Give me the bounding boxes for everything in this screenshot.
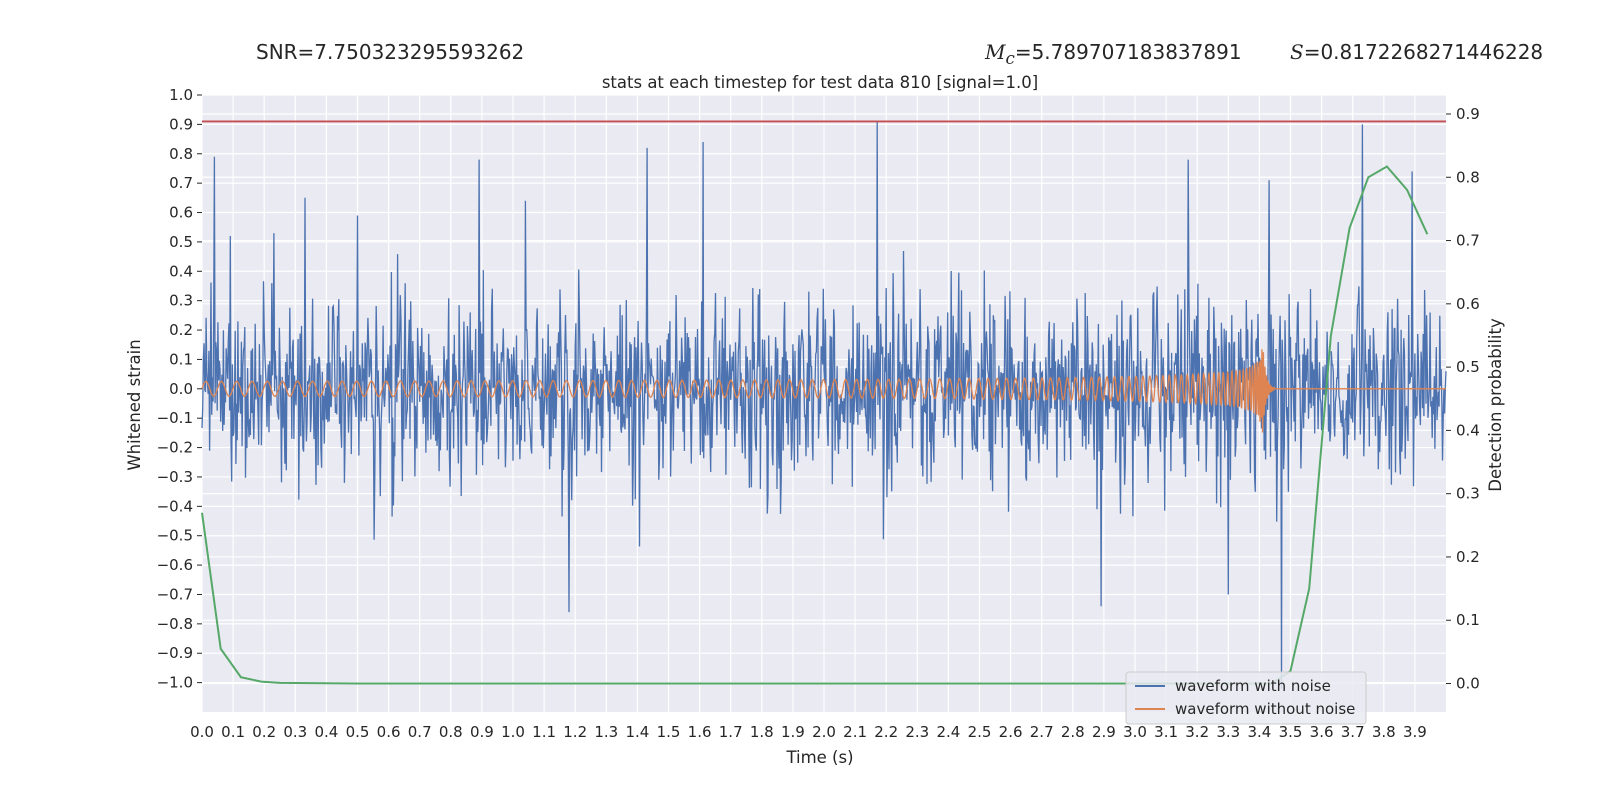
legend-box (1125, 671, 1367, 725)
legend-label-clean: waveform without noise (1175, 700, 1355, 718)
mc-value: =5.789707183837891 (1014, 40, 1242, 64)
x-tick-label: 3.2 (1185, 723, 1209, 741)
x-tick-label: 2.0 (812, 723, 836, 741)
y-axis-label: Whitened strain (125, 339, 144, 470)
y-tick-label: 0.3 (169, 292, 193, 310)
x-tick-label: 3.1 (1154, 723, 1178, 741)
legend: waveform with noise waveform without noi… (1125, 671, 1367, 725)
y-right-tick-label: 0.1 (1456, 611, 1480, 629)
mc-subscript: c (1005, 49, 1015, 68)
snr-readout: SNR=7.750323295593262 (256, 40, 524, 64)
x-tick-label: 1.4 (625, 723, 649, 741)
s-value: =0.8172268271446228 (1303, 40, 1544, 64)
y-tick-label: −0.5 (157, 527, 193, 545)
y-right-tick-labels: 0.9 0.8 0.7 0.6 0.5 0.4 0.3 0.2 0.1 0.0 (1446, 105, 1480, 693)
y-tick-label: 0.1 (169, 350, 193, 368)
chirp-mass-readout: Mc=5.789707183837891 (985, 40, 1242, 68)
y-right-tick-label: 0.6 (1456, 295, 1480, 313)
x-tick-label: 3.5 (1279, 723, 1303, 741)
y-right-tick-label: 0.5 (1456, 358, 1480, 376)
y-tick-label: 0.6 (169, 204, 193, 222)
y-right-tick-label: 0.2 (1456, 548, 1480, 566)
y-right-tick-label: 0.3 (1456, 485, 1480, 503)
x-tick-label: 3.4 (1247, 723, 1271, 741)
x-tick-label: 2.5 (968, 723, 992, 741)
x-tick-label: 2.8 (1061, 723, 1085, 741)
x-tick-label: 2.3 (905, 723, 929, 741)
x-tick-labels: 0.0 0.1 0.2 0.3 0.4 0.5 0.6 0.7 0.8 0.9 1.0 1.1 1.2 1… (190, 723, 1427, 741)
x-tick-label: 0.2 (252, 723, 276, 741)
y-tick-label: −1.0 (157, 674, 193, 692)
x-tick-label: 0.3 (283, 723, 307, 741)
y-tick-label: 0.0 (169, 380, 193, 398)
x-tick-label: 3.6 (1310, 723, 1334, 741)
x-tick-label: 3.3 (1216, 723, 1240, 741)
y-tick-label: −0.7 (157, 585, 193, 603)
y-tick-label: −0.1 (157, 409, 193, 427)
x-tick-label: 1.3 (594, 723, 618, 741)
y-tick-label: 1.0 (169, 86, 193, 104)
x-tick-label: 2.6 (999, 723, 1023, 741)
y-right-tick-label: 0.7 (1456, 232, 1480, 250)
series-waveform-with-noise (201, 121, 1447, 689)
x-tick-label: 1.1 (532, 723, 556, 741)
x-tick-label: 2.4 (936, 723, 960, 741)
x-tick-label: 0.8 (439, 723, 463, 741)
x-tick-label: 3.9 (1403, 723, 1427, 741)
score-readout: S=0.8172268271446228 (1290, 40, 1543, 64)
x-tick-label: 2.9 (1092, 723, 1116, 741)
x-tick-label: 1.6 (688, 723, 712, 741)
y-tick-label: −0.4 (157, 497, 193, 515)
legend-label-noisy: waveform with noise (1175, 677, 1331, 695)
y-right-tick-label: 0.9 (1456, 105, 1480, 123)
x-tick-label: 1.0 (501, 723, 525, 741)
y-tick-label: −0.6 (157, 556, 193, 574)
x-tick-label: 1.5 (657, 723, 681, 741)
y-tick-label: 0.2 (169, 321, 193, 339)
y-tick-label: −0.3 (157, 468, 193, 486)
x-axis-label: Time (s) (785, 748, 853, 767)
y-tick-label: −0.8 (157, 615, 193, 633)
y-right-tick-label: 0.8 (1456, 168, 1480, 186)
x-tick-label: 3.8 (1372, 723, 1396, 741)
snr-text: SNR=7.750323295593262 (256, 40, 525, 64)
x-tick-label: 0.9 (470, 723, 494, 741)
grid-lines (201, 94, 1446, 712)
x-tick-label: 0.1 (221, 723, 245, 741)
noisy-waveform-line (201, 121, 1447, 689)
y-tick-label: 0.4 (169, 262, 193, 280)
x-tick-label: 2.7 (1030, 723, 1054, 741)
x-tick-label: 1.2 (563, 723, 587, 741)
y-tick-label: 0.7 (169, 174, 193, 192)
x-tick-label: 1.9 (781, 723, 805, 741)
s-symbol: S (1290, 40, 1304, 64)
y-right-axis-label: Detection probability (1486, 318, 1505, 492)
y-tick-label: −0.2 (157, 439, 193, 457)
x-tick-label: 1.8 (750, 723, 774, 741)
y-tick-label: 0.8 (169, 145, 193, 163)
x-tick-label: 0.5 (346, 723, 370, 741)
mc-symbol: M (985, 40, 1006, 64)
chart-title: stats at each timestep for test data 810… (602, 73, 1038, 92)
series-waveform-without-noise (201, 349, 1446, 433)
y-tick-label: 0.9 (169, 115, 193, 133)
y-tick-label: 0.5 (169, 233, 193, 251)
x-tick-label: 3.7 (1341, 723, 1365, 741)
x-tick-label: 0.7 (408, 723, 432, 741)
clean-waveform-line (201, 349, 1446, 433)
x-tick-label: 0.6 (377, 723, 401, 741)
y-tick-label: −0.9 (157, 644, 193, 662)
x-tick-label: 0.0 (190, 723, 214, 741)
x-tick-label: 1.7 (719, 723, 743, 741)
x-tick-label: 2.2 (874, 723, 898, 741)
y-tick-labels: 1.0 0.9 0.8 0.7 0.6 0.5 0.4 0.3 0.2 0.1 0.0 −0.1 −0.… (157, 86, 202, 692)
y-right-tick-label: 0.0 (1456, 675, 1480, 693)
y-right-tick-label: 0.4 (1456, 421, 1480, 439)
x-tick-label: 2.1 (843, 723, 867, 741)
x-tick-label: 3.0 (1123, 723, 1147, 741)
x-tick-label: 0.4 (314, 723, 338, 741)
